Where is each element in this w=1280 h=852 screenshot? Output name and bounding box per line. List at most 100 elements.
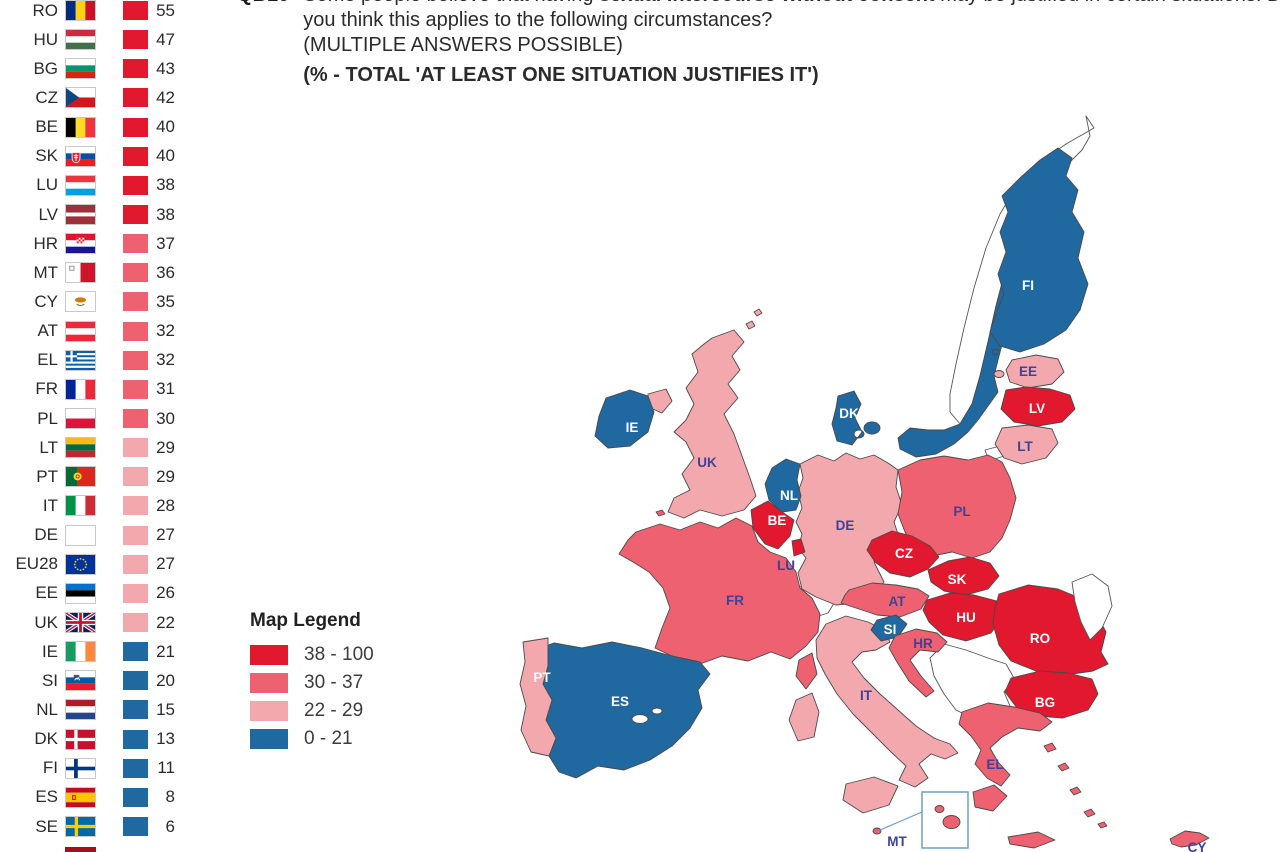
country-value: 8: [165, 787, 175, 807]
map-legend-rows: 38 - 100 30 - 37 22 - 29 0 - 21: [250, 641, 374, 753]
map-country-bg: [1004, 670, 1099, 719]
flag-lu: [65, 174, 96, 196]
country-value: 31: [156, 379, 175, 399]
country-value: 42: [156, 87, 175, 107]
value-color-swatch: [123, 729, 148, 749]
map-overlays: [879, 791, 969, 849]
map-label-be: BE: [768, 513, 787, 528]
legend-color-swatch: [250, 673, 288, 693]
country-code-label: EE: [35, 583, 58, 603]
flag-hr: [65, 233, 96, 255]
value-color-swatch: [123, 379, 148, 399]
country-code-label: CZ: [35, 87, 58, 107]
map-label-cy: CY: [1188, 840, 1207, 852]
ranking-row: PL 30: [8, 404, 175, 433]
flag-nl: [65, 699, 96, 721]
map-label-ee: EE: [1019, 364, 1037, 379]
map-country-pl: [897, 454, 1017, 559]
map-label-it: IT: [860, 688, 873, 703]
value-color-swatch: [123, 700, 148, 720]
map-country-be: [750, 500, 795, 550]
clipped-next-row-flag: [65, 847, 96, 852]
map-country-ie: [594, 389, 655, 449]
map-country-fi: [989, 147, 1089, 356]
value-color-swatch: [123, 350, 148, 370]
ranking-row: AT 32: [8, 317, 175, 346]
map-country-el: [958, 702, 1108, 849]
map-label-sk: SK: [948, 572, 967, 587]
country-code-label: LV: [38, 204, 58, 224]
map-label-hr: HR: [913, 636, 933, 651]
ranking-row: IE 21: [8, 637, 175, 666]
map-legend-title: Map Legend: [250, 610, 361, 631]
question-text-block: Some people believe that having sexual i…: [303, 0, 1280, 88]
ranking-row: BG 43: [8, 54, 175, 83]
map-label-mt: MT: [887, 834, 907, 849]
ranking-row: MT 36: [8, 258, 175, 287]
country-value: 37: [156, 233, 175, 253]
ranking-row: HR 37: [8, 229, 175, 258]
country-value: 29: [156, 466, 175, 486]
map-label-se: SE: [907, 348, 925, 363]
map-country-de: [795, 452, 903, 606]
value-color-swatch: [123, 1, 148, 21]
country-value: 6: [165, 816, 175, 836]
country-value: 29: [156, 437, 175, 457]
ranking-row: CY 35: [8, 287, 175, 316]
flag-pl: [65, 408, 96, 430]
map-country-fr: [618, 509, 821, 690]
map-label-de: DE: [836, 518, 855, 533]
legend-color-swatch: [250, 729, 288, 749]
flag-fi: [65, 757, 96, 779]
country-code-label: DK: [34, 729, 58, 749]
ranking-row: EU28 27: [8, 550, 175, 579]
country-value: 38: [156, 175, 175, 195]
ranking-row: SE 6: [8, 812, 175, 841]
flag-it: [65, 495, 96, 517]
flag-mt: [65, 262, 96, 284]
country-value: 40: [156, 117, 175, 137]
country-code-label: IE: [41, 641, 58, 661]
map-label-cz: CZ: [895, 546, 913, 561]
malta-callout-line: [879, 811, 923, 831]
value-color-swatch: [123, 554, 148, 574]
map-label-lt: LT: [1017, 439, 1033, 454]
map-label-lu: LU: [777, 558, 795, 573]
country-code-label: EL: [37, 350, 58, 370]
country-ranking-list: RO 55 HU 47 BG 43 CZ 42 BE 40 SK 40 LU: [8, 0, 175, 841]
ranking-row: FI 11: [8, 754, 175, 783]
country-code-label: SK: [35, 146, 58, 166]
flag-be: [65, 116, 96, 138]
map-label-lv: LV: [1029, 401, 1045, 416]
country-value: 30: [156, 408, 175, 428]
map-label-si: SI: [884, 622, 897, 637]
map-label-at: AT: [889, 594, 907, 609]
map-country-moldova: [1071, 573, 1113, 641]
ranking-row: BE 40: [8, 113, 175, 142]
value-color-swatch: [123, 613, 148, 633]
ranking-row: SI 20: [8, 666, 175, 695]
ranking-row: EL 32: [8, 346, 175, 375]
map-country-hu: [922, 592, 1004, 642]
legend-range-label: 0 - 21: [304, 728, 353, 749]
map-country-pt: [519, 637, 557, 757]
value-color-swatch: [123, 88, 148, 108]
legend-row: 22 - 29: [250, 697, 374, 725]
value-color-swatch: [123, 758, 148, 778]
flag-si: [65, 670, 96, 692]
ranking-row: NL 15: [8, 695, 175, 724]
ranking-row: LT 29: [8, 433, 175, 462]
value-color-swatch: [123, 30, 148, 50]
map-label-fr: FR: [726, 593, 744, 608]
malta-callout-box: [921, 791, 969, 849]
map-country-nl: [764, 458, 802, 513]
country-value: 11: [157, 758, 175, 778]
country-code-label: BE: [35, 117, 58, 137]
country-code-label: HU: [33, 29, 58, 49]
flag-dk: [65, 728, 96, 750]
country-value: 15: [156, 699, 175, 719]
ranking-row: HU 47: [8, 25, 175, 54]
flag-uk: [65, 612, 96, 634]
